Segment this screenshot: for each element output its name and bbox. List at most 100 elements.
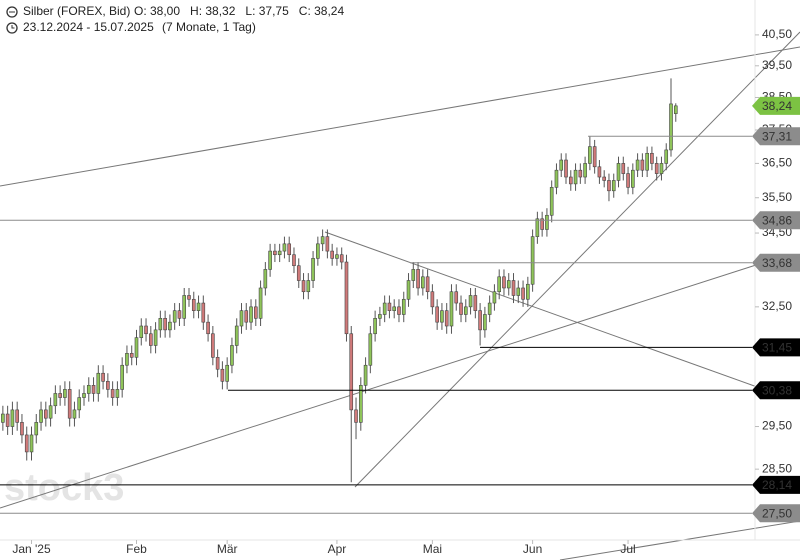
candle-body: [234, 325, 239, 346]
candle-body: [454, 291, 459, 304]
candle-body: [506, 280, 511, 289]
candle-body: [645, 152, 649, 171]
candle-body: [349, 333, 354, 411]
candle-body: [406, 280, 411, 300]
candle-body: [607, 180, 611, 192]
candle-body: [592, 146, 597, 168]
candle-body: [277, 250, 282, 256]
candle-body: [144, 325, 148, 335]
candle-body: [602, 176, 606, 181]
candle-body: [583, 163, 587, 178]
candle-body: [1, 413, 5, 423]
candle-body: [440, 310, 444, 323]
candle-body: [129, 353, 134, 358]
candle-body: [158, 318, 163, 331]
candle-body: [230, 345, 234, 366]
candle-body: [201, 302, 206, 323]
candle-body: [191, 298, 196, 311]
candle-body: [444, 310, 449, 327]
candle-body: [516, 287, 521, 296]
candle-body: [206, 321, 210, 335]
price-tag: [752, 338, 800, 357]
y-tick-label: 36,50: [762, 156, 792, 170]
candle-body: [635, 159, 640, 171]
price-tag-label: 30,38: [762, 383, 792, 397]
candle-body: [378, 314, 382, 319]
candle-body: [497, 276, 501, 293]
candle-body: [621, 163, 626, 174]
candle-body: [244, 310, 249, 323]
candle-body: [220, 368, 225, 382]
candle-body: [39, 409, 43, 423]
candle-body: [120, 364, 124, 390]
ohlc-label: H: 38,32: [190, 4, 236, 18]
candle-body: [53, 393, 58, 407]
candle-body: [306, 280, 311, 293]
candle-body: [172, 310, 177, 323]
candle-body: [597, 166, 602, 178]
price-tag: [752, 127, 800, 146]
candle-body: [397, 306, 401, 315]
candle-body: [296, 265, 301, 281]
ohlc-label: L: 37,75: [245, 4, 289, 18]
candle-body: [254, 306, 258, 319]
candle-body: [258, 287, 263, 319]
candle-body: [502, 276, 506, 289]
candle-body: [249, 306, 253, 323]
x-tick-label: Jun: [523, 542, 542, 556]
candle-body: [673, 105, 678, 114]
price-tag-label: 34,86: [762, 213, 792, 227]
candle-body: [368, 333, 373, 366]
price-tag-label: 31,45: [762, 341, 792, 355]
price-tag: [752, 253, 800, 272]
candle-body: [611, 180, 616, 192]
candle-body: [24, 434, 29, 453]
candle-body: [545, 214, 549, 230]
candle-body: [58, 393, 62, 398]
candle-body: [616, 163, 621, 181]
candle-body: [301, 280, 306, 293]
candle-body: [473, 295, 478, 311]
candle-body: [573, 169, 578, 185]
candle-body: [358, 385, 363, 423]
candle-body: [29, 434, 34, 453]
candle-body: [416, 269, 420, 289]
candle-body: [67, 389, 72, 419]
y-tick-label: 39,50: [762, 58, 792, 72]
candle-body: [640, 159, 645, 171]
candle-body: [96, 372, 101, 394]
candle-body: [239, 310, 244, 327]
x-tick-label: Jan '25: [12, 542, 51, 556]
candle-body: [468, 295, 473, 308]
candle-body: [411, 269, 416, 281]
candle-body: [5, 413, 10, 427]
candle-body: [211, 333, 215, 358]
candle-body: [387, 302, 392, 311]
candle-body: [311, 258, 315, 281]
candle-body: [273, 250, 277, 256]
candle-body: [526, 283, 530, 300]
y-tick-label: 40,50: [762, 27, 792, 41]
candle-body: [48, 405, 53, 419]
candle-body: [530, 236, 535, 285]
x-tick-label: Mai: [423, 542, 442, 556]
candle-body: [134, 337, 139, 358]
trendline: [324, 231, 761, 389]
candle-body: [354, 409, 358, 423]
candle-body: [564, 159, 568, 178]
candle-body: [521, 287, 525, 300]
candle-body: [483, 314, 487, 331]
trendline: [0, 46, 800, 187]
candle-body: [578, 169, 583, 178]
candle-body: [139, 325, 144, 338]
candle-body: [187, 295, 191, 300]
candle-body: [339, 254, 344, 263]
price-tag: [752, 504, 800, 523]
candle-body: [363, 364, 368, 386]
candle-body: [430, 291, 435, 308]
date-range: 23.12.2024 - 15.07.2025: [23, 20, 154, 34]
candle-body: [320, 236, 325, 245]
price-tag: [752, 475, 800, 494]
candle-body: [335, 254, 339, 259]
candle-body: [177, 310, 182, 319]
